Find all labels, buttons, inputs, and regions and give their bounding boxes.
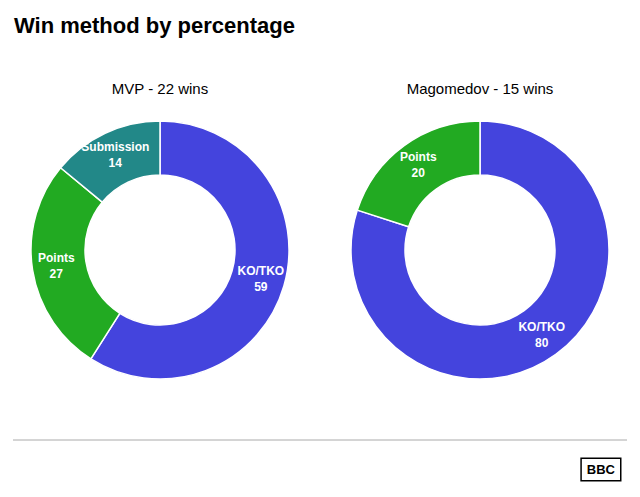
svg-text:59: 59 — [254, 280, 268, 294]
svg-text:Points: Points — [400, 150, 437, 164]
svg-text:MVP - 22 wins: MVP - 22 wins — [112, 80, 208, 97]
svg-text:Submission: Submission — [81, 140, 149, 154]
svg-text:KO/TKO: KO/TKO — [518, 320, 565, 334]
svg-text:20: 20 — [412, 166, 426, 180]
svg-text:Win method by percentage: Win method by percentage — [14, 13, 295, 38]
svg-text:Points: Points — [38, 251, 75, 265]
svg-text:14: 14 — [109, 156, 123, 170]
svg-text:27: 27 — [50, 267, 64, 281]
svg-text:80: 80 — [535, 336, 549, 350]
svg-text:Magomedov - 15 wins: Magomedov - 15 wins — [407, 80, 554, 97]
svg-text:KO/TKO: KO/TKO — [237, 264, 284, 278]
svg-text:BBC: BBC — [587, 462, 616, 477]
